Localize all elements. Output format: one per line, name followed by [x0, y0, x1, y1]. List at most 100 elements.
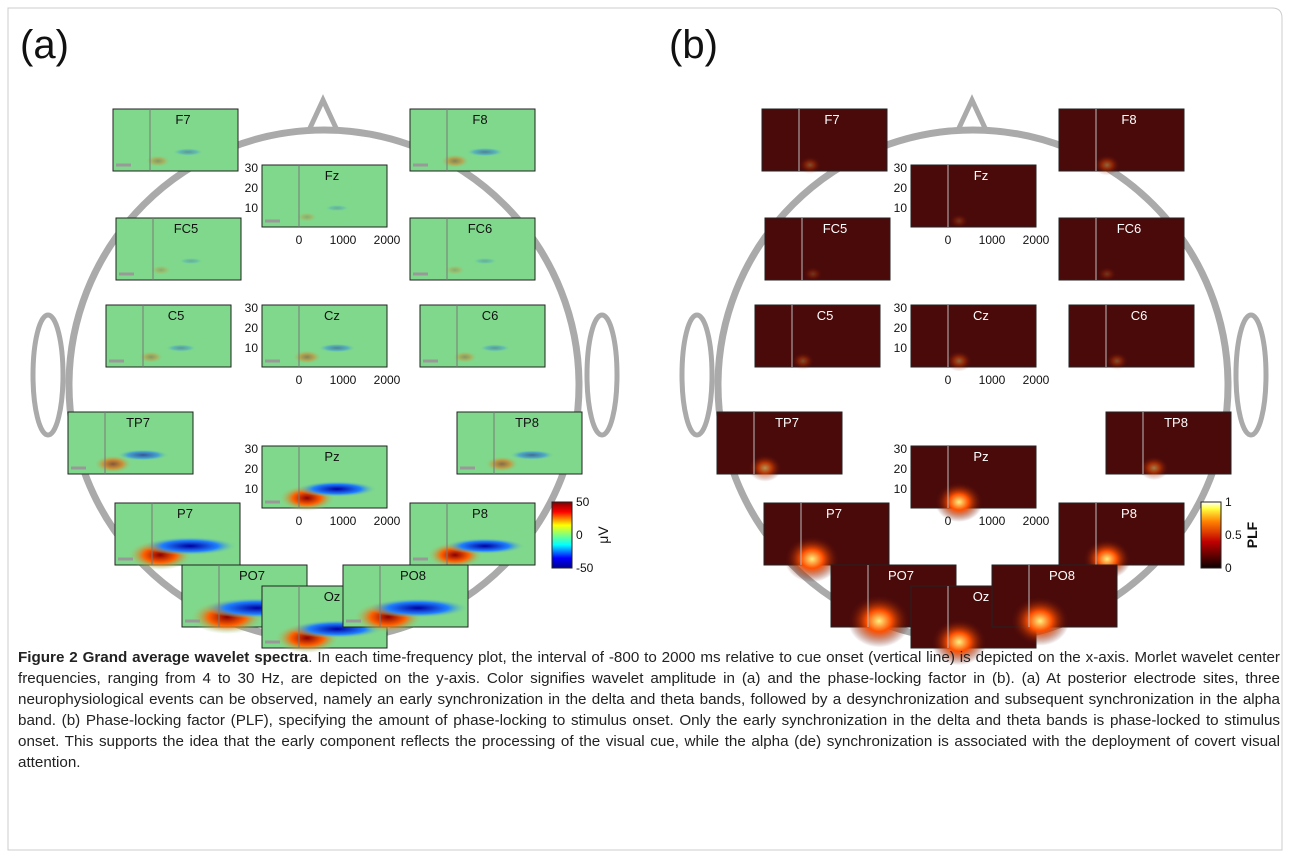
tf-plot: C5	[755, 305, 880, 370]
tf-blob	[452, 351, 477, 363]
left-ear	[33, 315, 63, 435]
colorbar-unit: PLF	[1244, 521, 1260, 548]
electrode-label: TP8	[1164, 415, 1188, 430]
electrode-label: TP7	[775, 415, 799, 430]
x-tick-label: 1000	[979, 373, 1006, 387]
nose	[310, 100, 336, 128]
panel-label: (b)	[669, 23, 718, 67]
tf-plot: P7	[115, 503, 240, 570]
electrode-label: P8	[1121, 506, 1137, 521]
x-tick-label: 0	[296, 514, 303, 528]
y-tick-label: 20	[245, 181, 259, 195]
colorbar-tick-label: 0	[1225, 561, 1232, 575]
colorbar	[552, 502, 572, 568]
x-tick-label: 0	[945, 373, 952, 387]
tf-blob	[946, 351, 972, 372]
colorbar-tick-label: 0.5	[1225, 528, 1242, 542]
tf-blob	[803, 267, 822, 281]
tf-blob	[1106, 352, 1129, 370]
x-tick-label: 1000	[330, 514, 357, 528]
tf-plot: Cz302010010002000	[894, 301, 1050, 387]
tf-blob	[143, 537, 237, 555]
tf-blob	[151, 265, 172, 275]
x-tick-label: 1000	[330, 233, 357, 247]
electrode-label: P7	[177, 506, 193, 521]
tf-blob	[445, 538, 525, 554]
x-tick-label: 2000	[374, 514, 401, 528]
y-tick-label: 10	[245, 482, 259, 496]
electrode-label: FC6	[1117, 221, 1142, 236]
x-tick-label: 0	[296, 373, 303, 387]
electrode-label: PO7	[888, 568, 914, 583]
y-tick-label: 30	[894, 161, 908, 175]
tf-blob	[292, 350, 322, 364]
tf-blob	[297, 212, 318, 222]
tf-plot: Pz302010010002000	[894, 442, 1050, 528]
y-tick-label: 10	[245, 341, 259, 355]
tf-plot: Fz302010010002000	[894, 161, 1050, 247]
tf-blob	[179, 258, 203, 264]
colorbar-tick-label: 50	[576, 495, 590, 509]
caption-text: . In each time-frequency plot, the inter…	[18, 649, 1280, 771]
electrode-label: Cz	[973, 308, 989, 323]
tf-blob	[480, 344, 511, 352]
colorbar-tick-label: -50	[576, 561, 594, 575]
y-tick-label: 30	[245, 161, 259, 175]
caption-title: Figure 2 Grand average wavelet spectra	[18, 649, 308, 666]
tf-plot: F7	[762, 109, 887, 174]
y-tick-label: 20	[894, 181, 908, 195]
tf-plot: TP7	[68, 412, 193, 474]
electrode-label: C6	[1131, 308, 1148, 323]
x-tick-label: 1000	[979, 514, 1006, 528]
tf-blob	[510, 450, 555, 460]
electrode-label: Pz	[324, 449, 339, 464]
tf-plot: P8	[410, 503, 535, 568]
x-tick-label: 2000	[1023, 514, 1050, 528]
tf-blob	[445, 265, 466, 275]
tf-plot: FC5	[116, 218, 241, 280]
x-tick-label: 0	[945, 514, 952, 528]
electrode-label: Cz	[324, 308, 340, 323]
x-tick-label: 1000	[330, 373, 357, 387]
y-tick-label: 10	[245, 201, 259, 215]
electrode-label: FC5	[823, 221, 848, 236]
caption: Figure 2 Grand average wavelet spectra. …	[18, 647, 1280, 773]
tf-blob	[117, 449, 169, 460]
tf-plot: TP8	[457, 412, 582, 474]
tf-blob	[799, 156, 822, 174]
colorbar	[1201, 502, 1221, 568]
tf-plot: F8	[1059, 109, 1184, 175]
colorbar-tick-label: 0	[576, 528, 583, 542]
tf-plot: C5	[106, 305, 231, 367]
tf-blob	[325, 205, 349, 211]
colorbar-unit: μV	[595, 526, 611, 544]
electrode-label: PO8	[400, 568, 426, 583]
x-tick-label: 2000	[374, 373, 401, 387]
tf-plot: TP7	[717, 412, 842, 482]
electrode-label: C6	[482, 308, 499, 323]
tf-blob	[485, 456, 519, 472]
tf-plot: F7	[113, 109, 238, 171]
tf-blob	[166, 344, 197, 352]
electrode-label: FC6	[468, 221, 493, 236]
panels: (a)F7F8Fz302010010002000FC5FC6C5Cz302010…	[20, 23, 1266, 665]
electrode-label: F8	[1121, 112, 1136, 127]
electrode-label: Pz	[973, 449, 988, 464]
x-tick-label: 0	[945, 233, 952, 247]
tf-plot: FC5	[765, 218, 890, 281]
tf-blob	[748, 454, 782, 481]
right-ear	[587, 315, 617, 435]
tf-blob	[173, 148, 204, 156]
tf-blob	[1011, 596, 1070, 646]
electrode-label: F7	[824, 112, 839, 127]
x-tick-label: 0	[296, 233, 303, 247]
y-tick-label: 30	[245, 442, 259, 456]
y-tick-label: 20	[894, 462, 908, 476]
nose	[959, 100, 985, 128]
y-tick-label: 10	[894, 482, 908, 496]
tf-blob	[792, 352, 815, 370]
right-ear	[1236, 315, 1266, 435]
x-tick-label: 1000	[979, 233, 1006, 247]
